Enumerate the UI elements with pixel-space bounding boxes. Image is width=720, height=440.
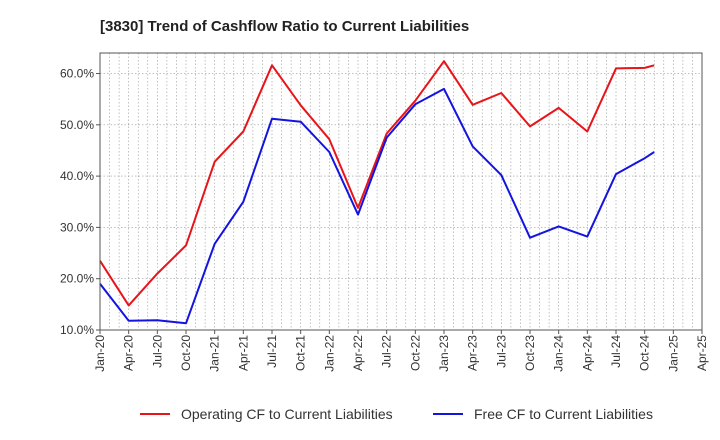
x-tick-label: Jul-22 <box>380 335 394 368</box>
x-tick-label: Oct-22 <box>408 335 422 371</box>
x-tick-label: Jul-20 <box>150 335 164 368</box>
x-tick-label: Apr-25 <box>695 335 709 371</box>
y-tick-label: 60.0% <box>60 67 94 81</box>
y-tick-label: 40.0% <box>60 169 94 183</box>
x-tick-label: Jan-24 <box>552 335 566 372</box>
y-axis-ticks: 10.0% 20.0% 30.0% 40.0% 50.0% 60.0% <box>60 67 100 337</box>
x-tick-label: Jul-23 <box>494 335 508 368</box>
series-line-1 <box>99 60 655 307</box>
x-tick-label: Jul-24 <box>609 335 623 368</box>
x-tick-label: Oct-24 <box>638 335 652 371</box>
plot-frame <box>99 52 703 331</box>
series-line-2 <box>99 87 655 325</box>
x-tick-label: Oct-23 <box>523 335 537 371</box>
x-axis-ticks: Jan-20 Apr-20 Jul-20 Oct-20 Jan-21 Apr-21 Jul-… <box>93 330 709 372</box>
y-tick-label: 20.0% <box>60 272 94 286</box>
x-tick-label: Jul-21 <box>265 335 279 368</box>
legend-label-2: Free CF to Current Liabilities <box>474 406 653 422</box>
x-tick-label: Jan-25 <box>666 335 680 372</box>
y-tick-label: 50.0% <box>60 118 94 132</box>
y-tick-label: 30.0% <box>60 220 94 234</box>
x-tick-label: Apr-20 <box>122 335 136 371</box>
grid <box>100 53 702 331</box>
series-layer <box>99 60 655 325</box>
x-tick-label: Jan-21 <box>208 335 222 372</box>
x-tick-label: Jan-22 <box>322 335 336 372</box>
x-tick-label: Oct-21 <box>294 335 308 371</box>
y-tick-label: 10.0% <box>60 323 94 337</box>
x-tick-label: Apr-22 <box>351 335 365 371</box>
legend-label-1: Operating CF to Current Liabilities <box>181 406 393 422</box>
x-tick-label: Oct-20 <box>179 335 193 371</box>
x-tick-label: Apr-23 <box>466 335 480 371</box>
chart-title: [3830] Trend of Cashflow Ratio to Curren… <box>100 18 469 35</box>
legend: Operating CF to Current Liabilities Free … <box>140 406 653 422</box>
x-tick-label: Apr-21 <box>236 335 250 371</box>
x-tick-label: Jan-23 <box>437 335 451 372</box>
x-tick-label: Apr-24 <box>580 335 594 371</box>
x-tick-label: Jan-20 <box>93 335 107 372</box>
